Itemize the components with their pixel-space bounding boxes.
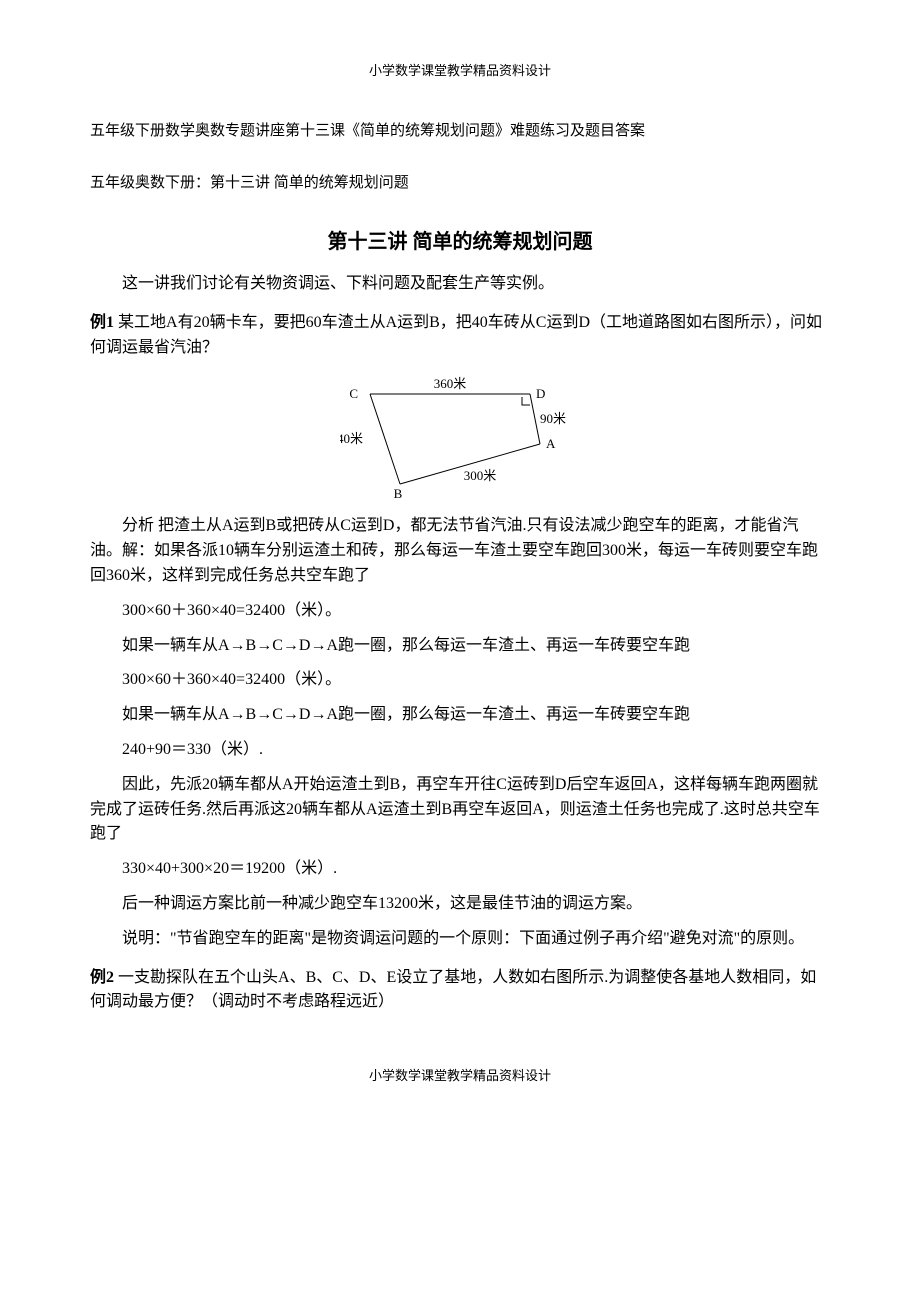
analysis-paragraph: 分析 把渣土从A运到B或把砖从C运到D，都无法节省汽油.只有设法减少跑空车的距离… (90, 514, 830, 588)
calc-3: 240+90＝330（米）. (90, 738, 830, 763)
svg-text:240米: 240米 (340, 431, 363, 446)
svg-text:A: A (546, 436, 556, 451)
loop-paragraph-2: 如果一辆车从A→B→C→D→A跑一圈，那么每运一车渣土、再运一车砖要空车跑 (90, 703, 830, 728)
svg-text:300米: 300米 (464, 468, 497, 483)
example-1: 例1 某工地A有20辆卡车，要把60车渣土从A运到B，把40车砖从C运到D（工地… (90, 311, 830, 361)
therefore-paragraph: 因此，先派20辆车都从A开始运渣土到B，再空车开往C运砖到D后空车返回A，这样每… (90, 773, 830, 847)
meta-line-1: 五年级下册数学奥数专题讲座第十三课《简单的统筹规划问题》难题练习及题目答案 (90, 119, 830, 143)
lesson-title: 第十三讲 简单的统筹规划问题 (90, 225, 830, 254)
example-2-label: 例2 (90, 969, 114, 986)
example-1-label: 例1 (90, 314, 114, 331)
calc-1: 300×60＋360×40=32400（米）。 (90, 599, 830, 624)
header-note: 小学数学课堂教学精品资料设计 (90, 60, 830, 79)
footer-note: 小学数学课堂教学精品资料设计 (90, 1065, 830, 1084)
calc-4: 330×40+300×20＝19200（米）. (90, 857, 830, 882)
intro-paragraph: 这一讲我们讨论有关物资调运、下料问题及配套生产等实例。 (90, 272, 830, 297)
example-1-text: 某工地A有20辆卡车，要把60车渣土从A运到B，把40车砖从C运到D（工地道路图… (90, 314, 822, 356)
loop-paragraph-1: 如果一辆车从A→B→C→D→A跑一圈，那么每运一车渣土、再运一车砖要空车跑 (90, 634, 830, 659)
road-diagram: C D A B 360米 90米 300米 240米 (340, 374, 580, 504)
compare-paragraph: 后一种调运方案比前一种减少跑空车13200米，这是最佳节油的调运方案。 (90, 892, 830, 917)
document-page: 小学数学课堂教学精品资料设计 五年级下册数学奥数专题讲座第十三课《简单的统筹规划… (0, 0, 920, 1124)
svg-text:D: D (536, 386, 545, 401)
calc-2: 300×60＋360×40=32400（米）。 (90, 668, 830, 693)
svg-text:360米: 360米 (434, 376, 467, 391)
note-paragraph: 说明："节省跑空车的距离"是物资调运问题的一个原则：下面通过例子再介绍"避免对流… (90, 927, 830, 952)
example-2: 例2 一支勘探队在五个山头A、B、C、D、E设立了基地，人数如右图所示.为调整使… (90, 966, 830, 1016)
example-2-text: 一支勘探队在五个山头A、B、C、D、E设立了基地，人数如右图所示.为调整使各基地… (90, 969, 816, 1011)
svg-text:90米: 90米 (540, 411, 566, 426)
svg-text:B: B (394, 486, 403, 501)
svg-text:C: C (349, 386, 358, 401)
meta-line-2: 五年级奥数下册：第十三讲 简单的统筹规划问题 (90, 171, 830, 195)
